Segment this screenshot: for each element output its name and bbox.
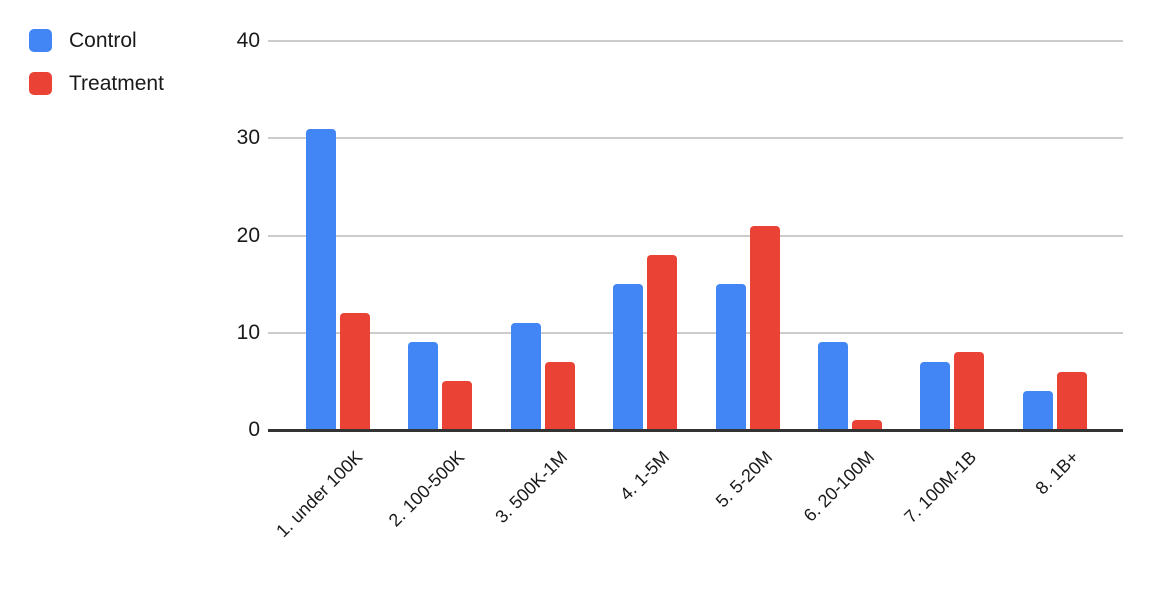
gridline — [268, 40, 1123, 42]
bar-control-3 — [510, 323, 541, 430]
bar-control-8 — [1022, 391, 1053, 430]
gridline — [268, 234, 1123, 237]
bar-control-4 — [613, 284, 644, 430]
legend-label-control: Control — [69, 29, 137, 52]
legend-item-control: Control — [29, 29, 164, 52]
gridline — [268, 331, 1123, 334]
x-axis-category-label: 1. under 100K — [272, 447, 367, 542]
bar-treatment-8 — [1056, 371, 1087, 430]
x-axis-line — [268, 428, 1123, 432]
bar-treatment-7 — [954, 352, 985, 430]
bar-treatment-6 — [852, 420, 882, 430]
bar-treatment-1 — [340, 313, 370, 430]
x-axis-category-label: 5. 5-20M — [711, 447, 776, 512]
x-axis-category-label: 6. 20-100M — [799, 447, 879, 526]
bar-treatment-4 — [647, 254, 678, 430]
y-axis-tick-label: 10 — [236, 320, 260, 344]
x-axis-category-label: 2. 100-500K — [385, 447, 469, 531]
bar-treatment-2 — [442, 381, 473, 430]
legend-item-treatment: Treatment — [29, 72, 164, 95]
bar-treatment-3 — [544, 361, 575, 430]
bar-control-2 — [408, 342, 439, 430]
y-axis-tick-label: 20 — [236, 223, 260, 247]
chart-legend: Control Treatment — [29, 29, 164, 95]
bar-control-6 — [818, 342, 848, 430]
x-axis-category-label: 8. 1B+ — [1031, 447, 1083, 499]
bar-control-7 — [920, 361, 951, 430]
x-axis-category-label: 4. 1-5M — [616, 447, 674, 505]
legend-swatch-control — [29, 29, 52, 52]
y-axis-tick-label: 40 — [236, 29, 260, 52]
bar-treatment-5 — [749, 225, 780, 430]
y-axis-tick-label: 30 — [236, 126, 260, 150]
legend-label-treatment: Treatment — [69, 72, 164, 95]
gridline — [268, 137, 1123, 140]
x-axis-category-label: 3. 500K-1M — [491, 447, 571, 527]
bar-control-5 — [715, 284, 746, 430]
bar-control-1 — [306, 128, 336, 430]
x-axis-category-label: 7. 100M-1B — [900, 447, 981, 527]
y-axis-tick-label: 0 — [248, 418, 260, 441]
legend-swatch-treatment — [29, 72, 52, 95]
